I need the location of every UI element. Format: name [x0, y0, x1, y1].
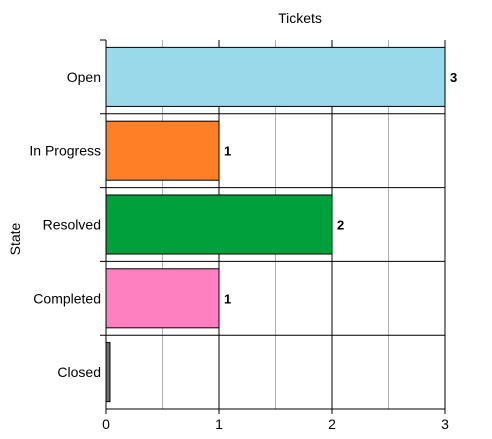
- chart-title: Tickets: [278, 10, 322, 26]
- category-label-in-progress: In Progress: [29, 143, 101, 159]
- category-separators: [100, 39, 445, 336]
- bar-closed: [105, 342, 111, 403]
- data-label-open: 3: [450, 70, 457, 85]
- bar-completed: [105, 268, 220, 329]
- bar-open: [105, 46, 446, 107]
- axes: [105, 40, 446, 414]
- labels: Open 3 In Progress 1 Resolved 2 Completed 1 Clos…: [29, 69, 457, 432]
- category-label-closed: Closed: [57, 364, 101, 380]
- data-label-resolved: 2: [337, 218, 344, 233]
- category-label-resolved: Resolved: [43, 217, 101, 233]
- x-tick-label: 3: [441, 416, 449, 432]
- category-label-open: Open: [67, 69, 101, 85]
- x-tick-label: 1: [215, 416, 223, 432]
- y-axis-label: State: [7, 222, 23, 255]
- bars: [105, 46, 446, 403]
- data-label-in-progress: 1: [224, 144, 231, 159]
- category-label-completed: Completed: [33, 290, 101, 306]
- data-label-completed: 1: [224, 291, 231, 306]
- bar-in-progress: [105, 120, 220, 181]
- x-tick-label: 0: [102, 416, 110, 432]
- x-tick-label: 2: [328, 416, 336, 432]
- bar-resolved: [105, 194, 333, 255]
